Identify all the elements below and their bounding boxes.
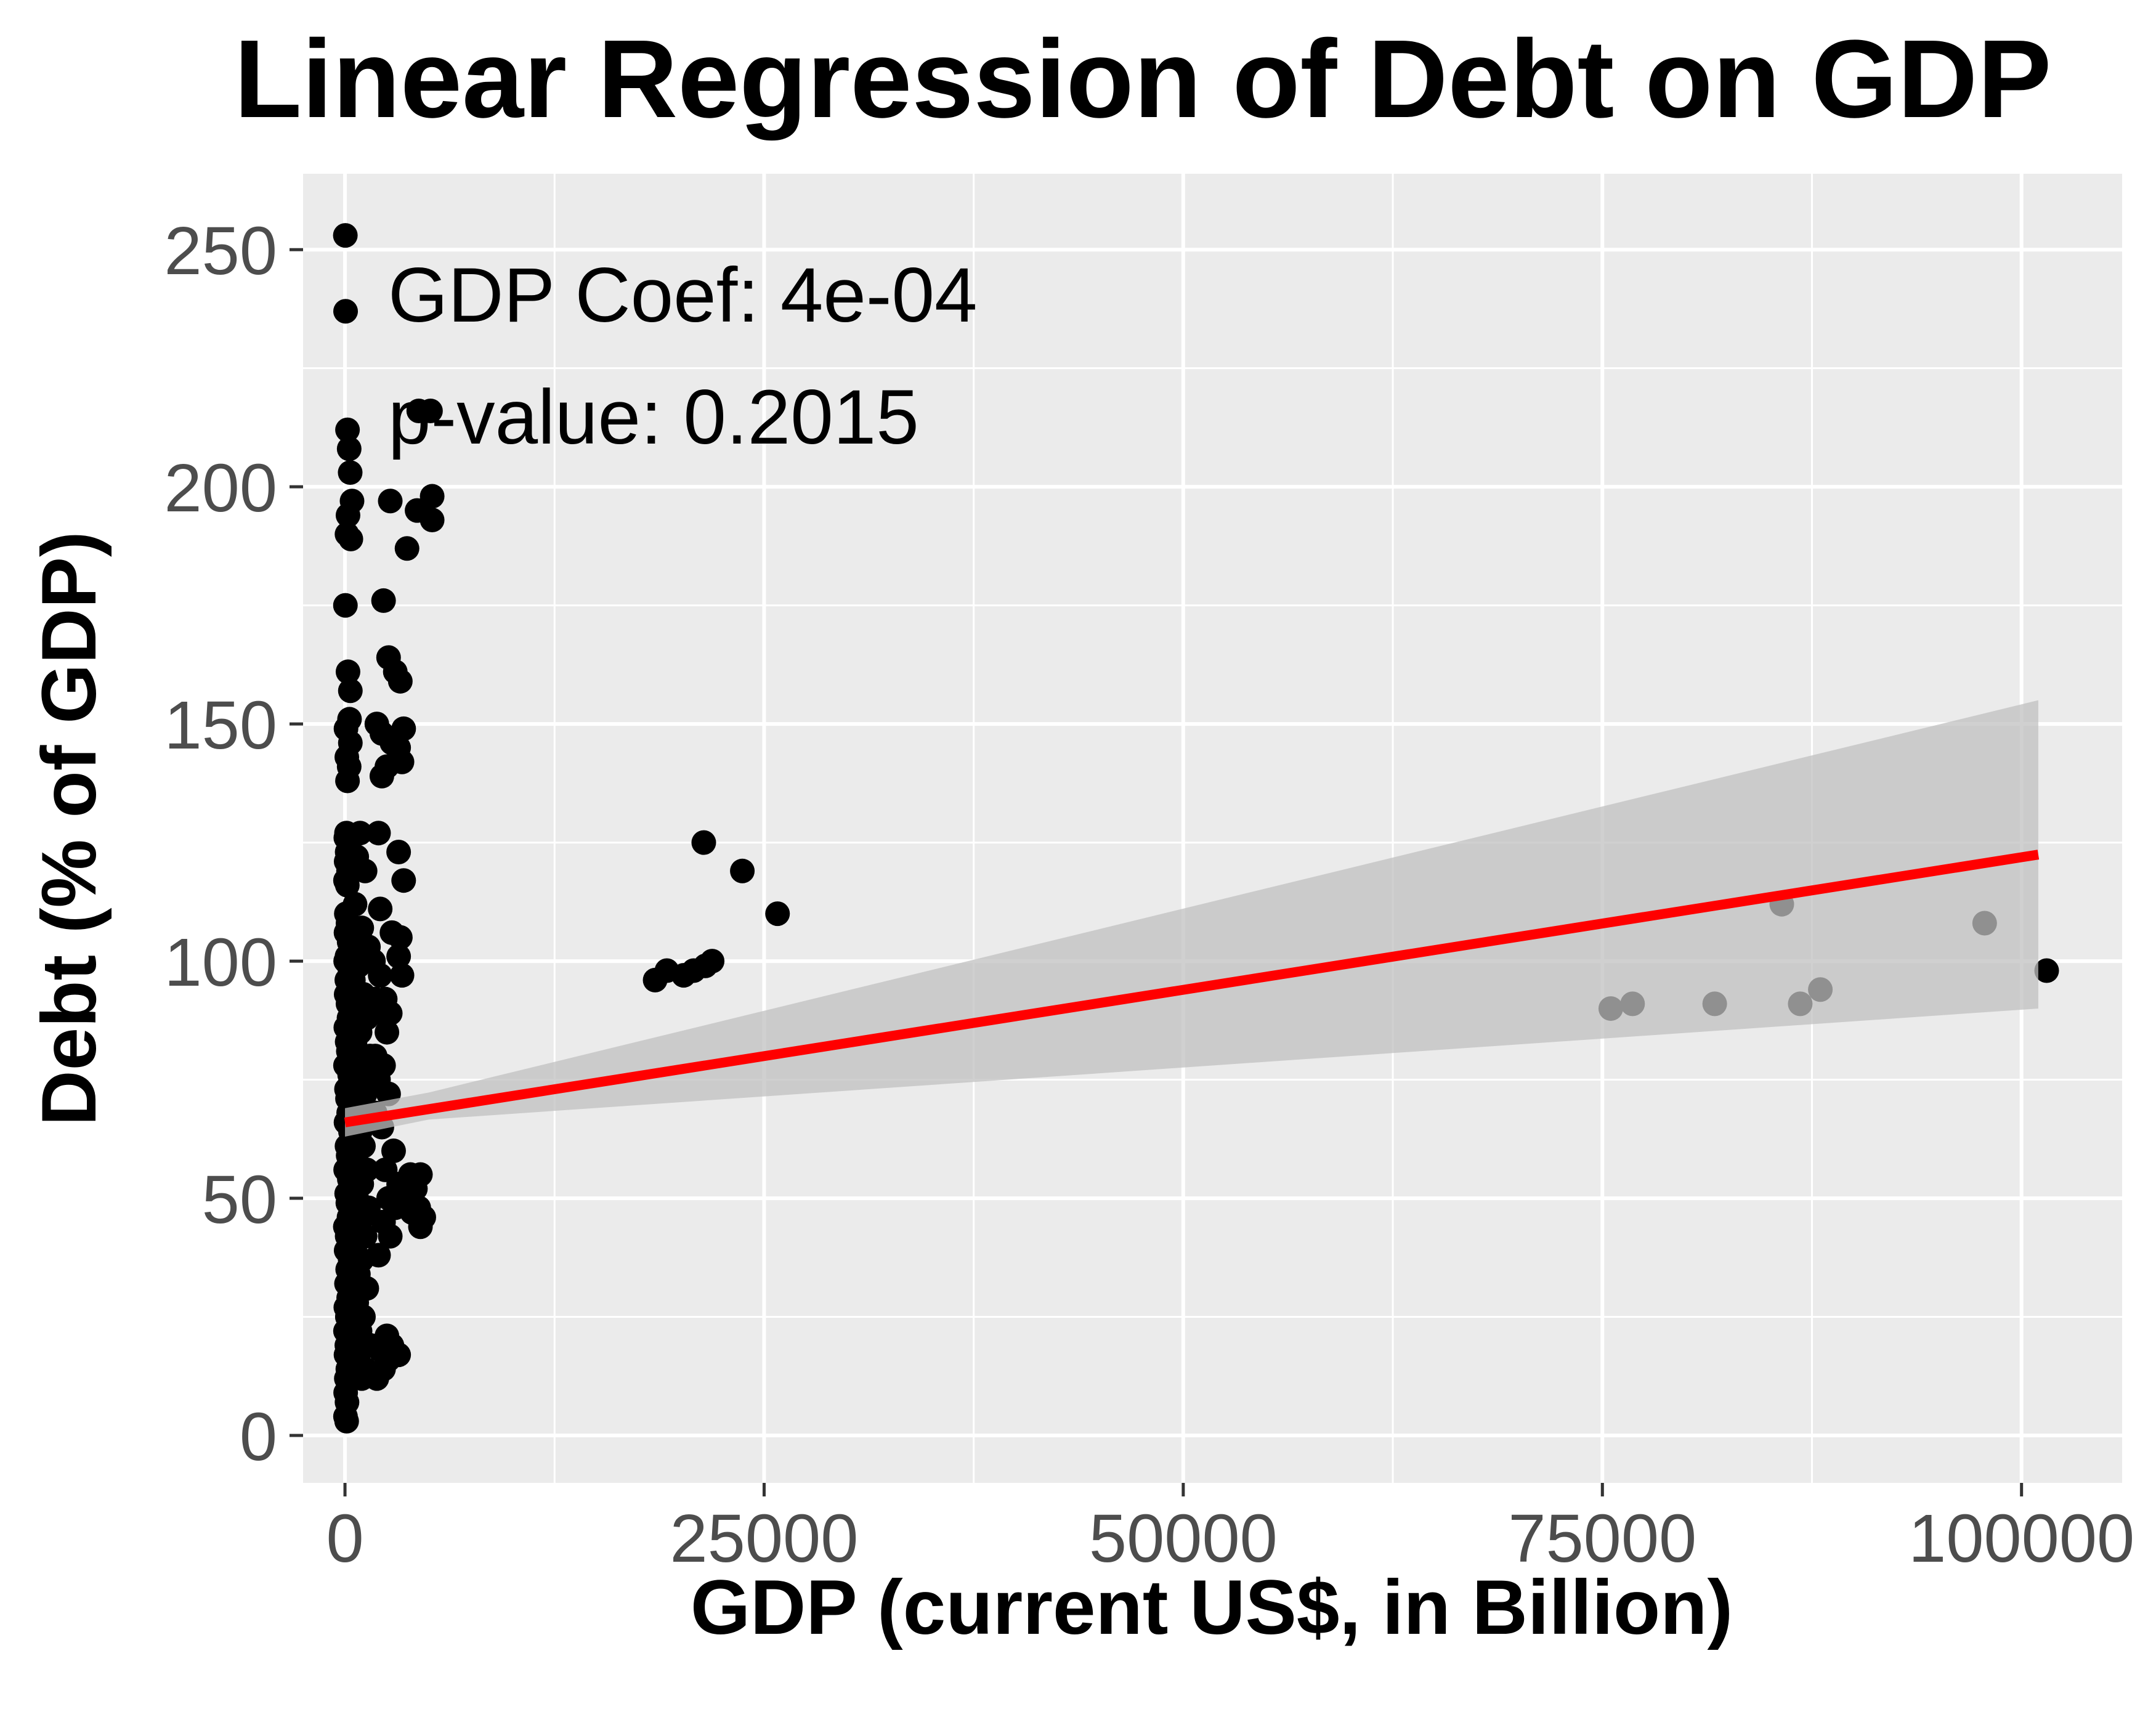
- data-point: [334, 1408, 359, 1434]
- data-point: [378, 489, 403, 514]
- data-point: [366, 821, 391, 846]
- data-point: [335, 503, 360, 528]
- x-tick-label: 100000: [1908, 1501, 2134, 1577]
- y-tick-label: 150: [164, 688, 277, 763]
- data-point: [2034, 958, 2059, 983]
- data-point: [389, 963, 415, 988]
- y-tick-label: 100: [164, 925, 277, 1000]
- x-tick-label: 75000: [1508, 1501, 1696, 1577]
- data-point: [396, 1176, 421, 1201]
- data-point: [765, 901, 790, 927]
- annotation-text: p-value: 0.2015: [388, 375, 919, 460]
- grid-lines: [303, 174, 2122, 1483]
- data-point: [366, 1243, 391, 1268]
- y-tick-label: 0: [240, 1399, 277, 1475]
- data-point: [333, 299, 359, 324]
- data-point: [691, 830, 716, 855]
- data-point: [347, 821, 373, 846]
- data-point: [375, 1020, 400, 1045]
- data-point: [333, 223, 358, 248]
- x-tick-label: 25000: [670, 1501, 859, 1577]
- data-point: [338, 526, 363, 551]
- data-point: [352, 858, 378, 883]
- data-point: [389, 749, 415, 774]
- data-point: [399, 1200, 424, 1225]
- data-point: [369, 763, 394, 789]
- y-tick-label: 200: [164, 450, 277, 526]
- y-axis-ticks: 0 50 100 150 200 250: [164, 213, 303, 1475]
- data-point: [378, 1000, 403, 1026]
- data-point: [391, 868, 416, 893]
- regression-line-group: [344, 850, 2040, 1127]
- data-point: [387, 668, 413, 694]
- data-point: [387, 925, 413, 950]
- data-point: [700, 949, 725, 974]
- data-point: [338, 678, 363, 704]
- confidence-band-area: [345, 700, 2038, 1137]
- data-point: [368, 896, 393, 922]
- data-point: [391, 716, 416, 741]
- data-point: [334, 872, 360, 898]
- data-point: [394, 536, 419, 561]
- data-point: [418, 398, 443, 423]
- confidence-band: [345, 700, 2038, 1137]
- y-tick-label: 250: [164, 213, 277, 289]
- data-point: [371, 588, 396, 613]
- data-point: [386, 944, 411, 969]
- data-point: [386, 839, 411, 864]
- annotation-text: GDP Coef: 4e-04: [388, 253, 978, 338]
- x-tick-label: 50000: [1089, 1501, 1278, 1577]
- data-point: [378, 1224, 403, 1249]
- regression-line: [344, 850, 2040, 1127]
- data-point: [333, 593, 358, 618]
- data-point: [381, 1138, 406, 1164]
- data-point: [349, 915, 375, 941]
- annotations: GDP Coef: 4e-04 p-value: 0.2015: [388, 253, 978, 460]
- data-point: [335, 768, 360, 794]
- x-axis-title: GDP (current US$, in Billion): [691, 1565, 1733, 1650]
- x-axis-ticks: 0 25000 50000 75000 100000: [326, 1483, 2134, 1577]
- data-point: [335, 417, 360, 442]
- data-point: [368, 963, 393, 988]
- data-point: [335, 659, 360, 684]
- chart-title: Linear Regression of Debt on GDP: [234, 17, 2051, 141]
- data-point: [336, 436, 362, 461]
- x-tick-label: 0: [326, 1501, 363, 1577]
- data-point: [338, 460, 363, 485]
- data-point: [364, 1366, 389, 1391]
- data-point: [368, 1337, 393, 1363]
- data-point: [730, 858, 755, 883]
- data-points: [333, 223, 2059, 1434]
- y-axis-title: Debt (% of GDP): [26, 531, 112, 1126]
- data-point: [342, 891, 368, 917]
- data-point: [419, 508, 445, 533]
- y-tick-label: 50: [202, 1162, 277, 1238]
